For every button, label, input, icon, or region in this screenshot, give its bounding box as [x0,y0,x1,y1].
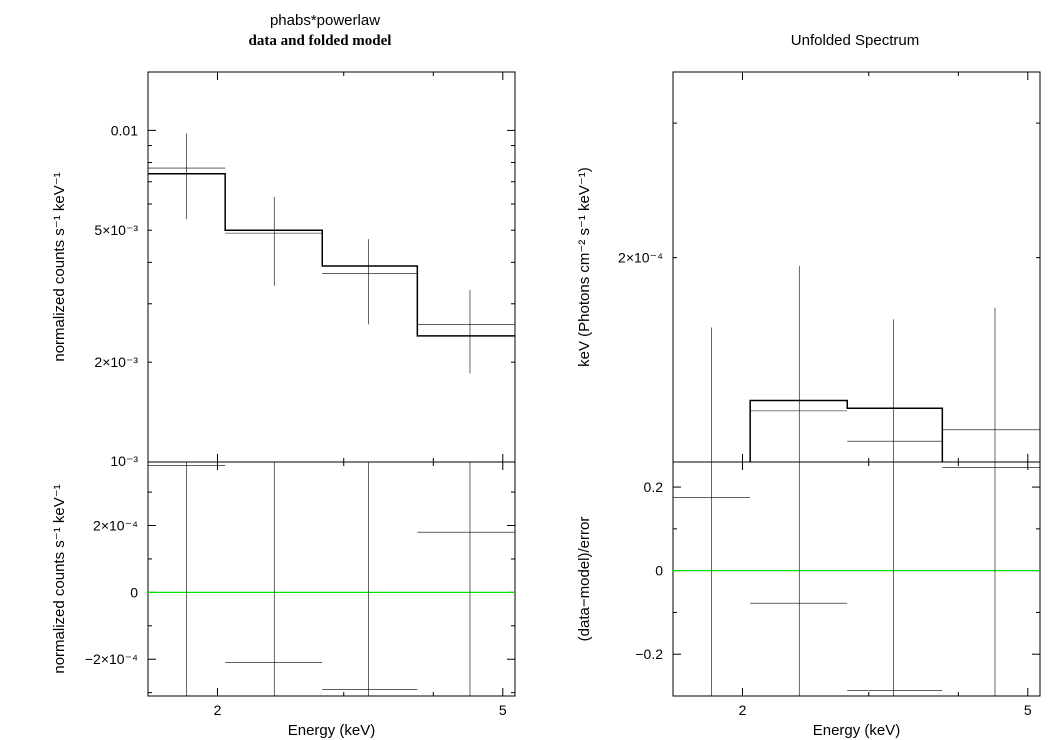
y-axis-label: (data−model)/error [576,517,593,642]
plot-frame [147,461,516,697]
y-axis-label: normalized counts s⁻¹ keV⁻¹ [51,172,68,361]
y-tick-label: 0 [655,563,663,579]
y-tick-label: 2×10⁻³ [94,354,138,370]
y-axis-label: keV (Photons cm⁻² s⁻¹ keV⁻¹) [576,167,593,367]
chart-title: Unfolded Spectrum [791,32,919,49]
y-tick-label: 2×10⁻⁴ [618,250,663,266]
x-tick-label: 5 [499,702,507,718]
y-tick-label: 0.01 [111,122,138,138]
panel-right-bottom: 0.2 0 −0.2 2 5 Energy (keV) (data−model)/error [576,461,1041,739]
y-axis-label: normalized counts s⁻¹ keV⁻¹ [51,484,68,673]
panel-right-top: 2×10⁻⁴ Unfolded Spectrum keV (Photons cm⁻²… [576,32,1041,463]
chart-title: phabs*powerlaw [270,12,380,29]
model-step-line [148,173,515,337]
panel-left-top: 0.01 5×10⁻³ 2×10⁻³ 10⁻³ phabs*powerlaw data a… [51,12,516,469]
y-tick-label: 5×10⁻³ [94,222,138,238]
x-tick-label: 2 [739,702,747,718]
y-tick-label: 10⁻³ [110,453,138,469]
x-tick-label: 5 [1024,702,1032,718]
x-axis-label: Energy (keV) [288,722,376,739]
x-tick-label: 2 [214,702,222,718]
y-tick-label: 2×10⁻⁴ [93,518,138,534]
x-axis-label: Energy (keV) [813,722,901,739]
y-tick-label: −0.2 [635,646,663,662]
chart-subtitle: data and folded model [249,33,392,49]
y-tick-label: −2×10⁻⁴ [85,651,138,667]
model-step-line [749,399,944,462]
y-tick-label: 0 [130,584,138,600]
plot-frame [147,71,516,463]
y-tick-label: 0.2 [644,479,664,495]
plot-frame [672,71,1041,463]
plot-frame [672,461,1041,697]
panel-left-bottom: 2×10⁻⁴ 0 −2×10⁻⁴ 2 5 Energy (keV) normalized c… [51,461,516,739]
